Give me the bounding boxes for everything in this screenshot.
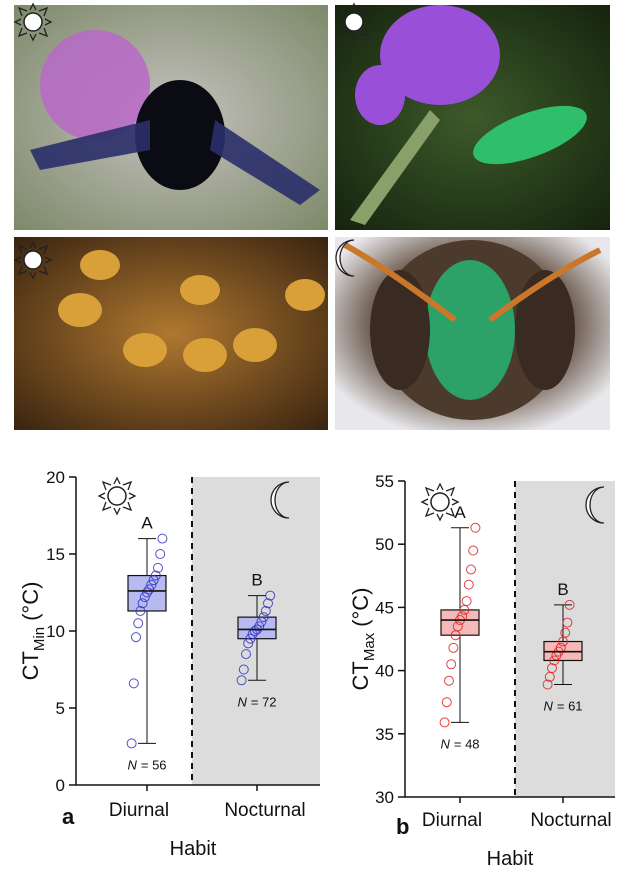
data-point (135, 605, 146, 616)
y-axis-title-main: CT (18, 651, 43, 680)
n-label: N = 48 (440, 736, 479, 751)
panel-label: a (62, 804, 75, 829)
sun-icon (98, 477, 136, 515)
group-letter: A (141, 514, 153, 533)
data-point (254, 621, 265, 632)
photo-bee-1 (14, 3, 328, 230)
data-point (263, 598, 273, 609)
n-text: = 48 (454, 736, 480, 751)
data-point (470, 522, 481, 533)
n-symbol: N (237, 694, 247, 709)
data-point (547, 663, 557, 674)
n-label: N = 56 (127, 757, 166, 772)
data-point (126, 738, 137, 749)
data-point (463, 579, 474, 590)
data-point (461, 596, 472, 607)
sun-icon (421, 483, 459, 521)
data-point (142, 587, 152, 598)
data-point (444, 675, 454, 686)
group-letter: B (251, 571, 262, 590)
data-point (549, 655, 560, 666)
data-point (468, 545, 479, 556)
group-letter: B (557, 580, 568, 599)
y-tick-label: 0 (56, 776, 65, 795)
data-point (441, 697, 452, 708)
box (237, 616, 277, 640)
data-point (137, 598, 148, 609)
data-point (241, 649, 251, 660)
x-tick-label: Nocturnal (224, 800, 305, 821)
y-axis-title: CTMin (°C) (18, 582, 48, 681)
data-point (153, 562, 163, 573)
y-axis-title-main: CT (348, 661, 373, 690)
data-point (560, 627, 571, 638)
data-point (258, 612, 269, 623)
data-point (452, 621, 463, 632)
y-tick-label: 35 (375, 725, 394, 744)
data-point (139, 592, 150, 603)
y-tick-label: 20 (46, 468, 65, 487)
data-point (260, 605, 271, 616)
data-point (155, 549, 166, 559)
data-point (236, 675, 247, 686)
data-point (133, 618, 144, 629)
data-point (245, 633, 256, 644)
y-tick-label: 15 (46, 545, 65, 564)
n-symbol: N (543, 699, 553, 714)
photo-bee-2 (335, 3, 610, 230)
photo-bee-3 (14, 237, 328, 430)
data-point (542, 679, 553, 690)
data-point (144, 584, 155, 595)
data-point (131, 632, 141, 643)
y-tick-label: 30 (375, 788, 394, 807)
panel-label: b (396, 814, 409, 839)
x-tick-label: Nocturnal (530, 810, 611, 831)
y-tick-label: 55 (375, 472, 394, 491)
data-point (157, 533, 168, 544)
n-text: = 72 (251, 694, 277, 709)
n-symbol: N (440, 736, 450, 751)
y-tick-label: 5 (56, 699, 65, 718)
x-tick-label: Diurnal (422, 810, 482, 831)
n-label: N = 61 (543, 699, 582, 714)
data-point (564, 599, 575, 610)
y-axis-title-sub: Max (361, 632, 378, 661)
y-axis-title-sub: Min (31, 627, 48, 651)
data-point (446, 659, 457, 670)
nocturnal-shade (515, 481, 615, 797)
data-point (150, 570, 161, 581)
x-tick-label: Diurnal (109, 800, 169, 821)
y-axis-title: CTMax (°C) (348, 587, 378, 690)
group-letter: A (454, 503, 466, 522)
n-text: = 56 (141, 757, 167, 772)
data-point (146, 579, 157, 590)
data-point (243, 638, 254, 649)
data-point (256, 616, 267, 627)
data-point (448, 642, 459, 653)
data-point (238, 664, 249, 675)
y-tick-label: 40 (375, 662, 394, 681)
y-tick-label: 45 (375, 598, 394, 617)
data-point (148, 575, 159, 586)
data-point (562, 617, 573, 628)
x-axis-title: Habit (487, 848, 534, 870)
data-point (265, 590, 276, 601)
n-text: = 61 (557, 699, 583, 714)
n-label: N = 72 (237, 694, 276, 709)
photo-bee-4 (335, 237, 610, 430)
n-symbol: N (127, 757, 137, 772)
data-point (128, 678, 139, 689)
data-point (466, 564, 476, 575)
y-tick-label: 50 (375, 535, 394, 554)
y-tick-label: 10 (46, 622, 65, 641)
y-axis-title-unit: (°C) (348, 587, 373, 626)
x-axis-title: Habit (170, 838, 217, 860)
data-point (439, 717, 450, 728)
y-axis-title-unit: (°C) (18, 582, 43, 621)
